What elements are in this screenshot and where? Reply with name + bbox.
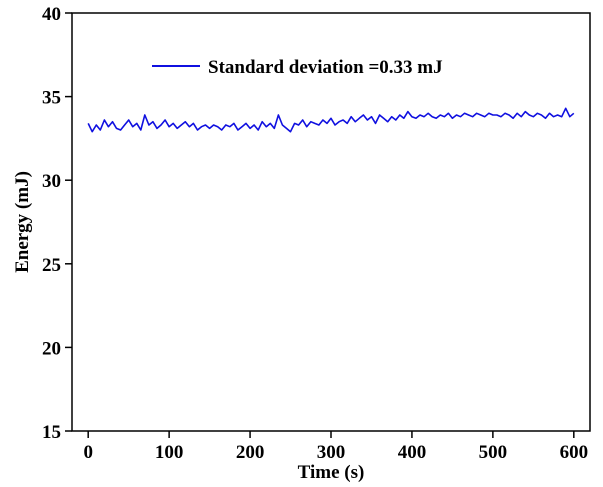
y-tick-label: 15 — [42, 422, 61, 443]
x-tick-label: 200 — [236, 442, 265, 463]
energy-series-line — [87, 107, 575, 133]
x-axis-title: Time (s) — [298, 462, 365, 483]
x-axis-ticks: 0 100 200 300 400 500 600 — [83, 431, 588, 463]
legend: Standard deviation =0.33 mJ — [152, 57, 443, 78]
x-tick-label: 400 — [398, 442, 427, 463]
plot-frame — [71, 12, 591, 432]
x-tick-label: 600 — [560, 442, 589, 463]
x-tick-label: 500 — [479, 442, 508, 463]
y-tick-label: 40 — [42, 4, 61, 25]
x-tick-label: 300 — [317, 442, 346, 463]
x-tick-label: 100 — [155, 442, 184, 463]
y-tick-label: 20 — [42, 338, 61, 359]
y-axis-ticks: 15 20 25 30 35 40 — [42, 4, 72, 443]
y-tick-label: 25 — [42, 255, 61, 276]
legend-label: Standard deviation =0.33 mJ — [208, 57, 443, 78]
y-tick-label: 30 — [42, 171, 61, 192]
y-axis-title: Energy (mJ) — [12, 171, 33, 273]
y-tick-label: 35 — [42, 88, 61, 109]
x-tick-label: 0 — [83, 442, 93, 463]
